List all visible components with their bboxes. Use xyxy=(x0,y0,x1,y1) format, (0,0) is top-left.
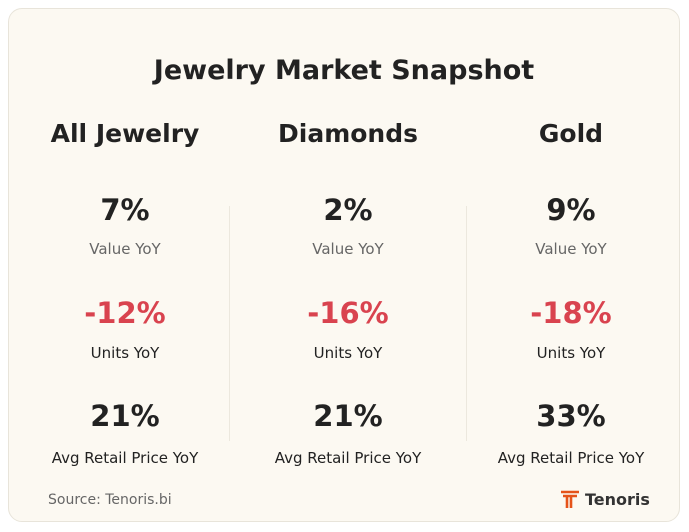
column-heading: Gold xyxy=(538,119,604,148)
title: Jewelry Market Snapshot xyxy=(153,55,535,86)
metric-label: Units YoY xyxy=(536,344,606,362)
metric-value: -16% xyxy=(307,296,389,330)
metric-label: Avg Retail Price YoY xyxy=(274,449,422,467)
metric-value: -18% xyxy=(530,296,612,330)
brand-name: Tenoris xyxy=(585,489,650,509)
metric-value: 2% xyxy=(323,193,373,227)
divider xyxy=(229,206,230,441)
metric-label: Units YoY xyxy=(90,344,160,362)
brand-logo: Tenoris xyxy=(560,489,650,509)
column: All Jewelry 7% Value YoY -12% Units YoY 21% Av… xyxy=(14,9,236,521)
metric-label: Value YoY xyxy=(312,240,384,258)
source: Source: Tenoris.bi xyxy=(48,492,172,508)
column-heading: Diamonds xyxy=(278,119,418,148)
divider xyxy=(466,206,467,441)
metric-value: 9% xyxy=(546,193,596,227)
metric-value: 33% xyxy=(536,399,606,433)
metric-label: Value YoY xyxy=(535,240,607,258)
column: Diamonds 2% Value YoY -16% Units YoY 21% Avg R… xyxy=(237,9,459,521)
metric-value: 7% xyxy=(100,193,150,227)
metric-label: Avg Retail Price YoY xyxy=(497,449,645,467)
metric-label: Value YoY xyxy=(89,240,161,258)
metric-value: 21% xyxy=(90,399,160,433)
metric-label: Units YoY xyxy=(313,344,383,362)
column: Gold 9% Value YoY -18% Units YoY 33% Avg Retai… xyxy=(460,9,682,521)
column-heading: All Jewelry xyxy=(50,119,200,148)
metric-label: Avg Retail Price YoY xyxy=(51,449,199,467)
snapshot-card: Jewelry Market Snapshot All Jewelry 7% Val… xyxy=(8,8,680,522)
brand-icon xyxy=(561,490,579,508)
metric-value: 21% xyxy=(313,399,383,433)
metric-value: -12% xyxy=(84,296,166,330)
